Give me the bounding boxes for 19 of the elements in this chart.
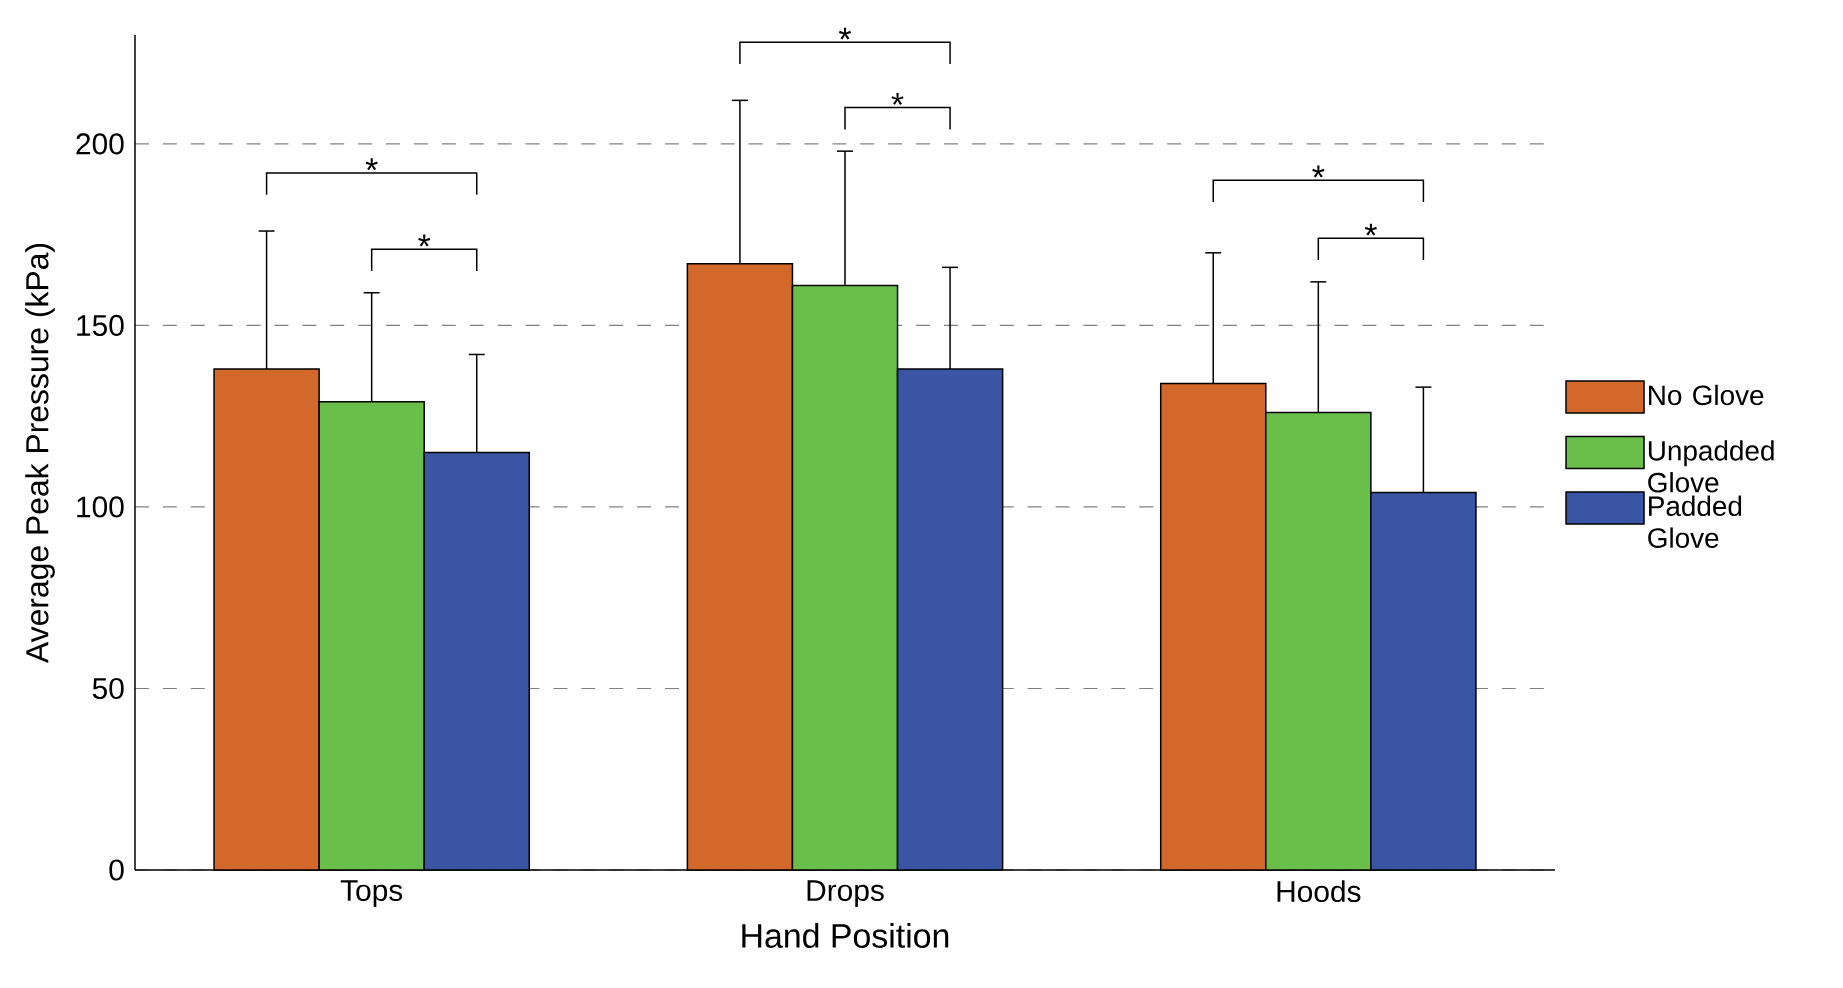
annotation: * <box>838 27 852 40</box>
annotation: * <box>1312 165 1325 178</box>
annotation: * <box>1364 223 1377 236</box>
x-tick-label: Drops <box>807 880 884 907</box>
legend-label: No Glove <box>1649 384 1764 406</box>
annotation: * <box>891 92 904 105</box>
y-tick-label: 100 <box>77 496 124 518</box>
y-tick-label: 150 <box>77 314 124 337</box>
y-axis-title: Average Peak Pressure (kPa) <box>25 243 55 664</box>
x-axis-title: Hand Position <box>742 923 949 948</box>
legend-label: Padded Glove <box>1648 495 1742 548</box>
legend-label: Unpadded Glove <box>1648 440 1774 493</box>
y-tick-label: 200 <box>76 133 124 155</box>
annotation: * <box>365 158 378 171</box>
y-tick-label: 50 <box>92 677 124 700</box>
x-tick-label: Tops <box>340 880 403 907</box>
annotation: * <box>418 234 431 247</box>
y-tick-label: 0 <box>109 859 124 881</box>
x-tick-label: Hoods <box>1277 880 1361 903</box>
